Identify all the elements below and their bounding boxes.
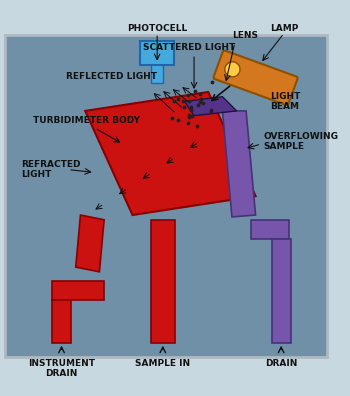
Polygon shape <box>184 97 237 116</box>
Text: REFRACTED
LIGHT: REFRACTED LIGHT <box>21 160 80 179</box>
Point <box>190 113 195 120</box>
Point <box>175 117 181 123</box>
Point <box>209 107 214 113</box>
Point <box>198 96 204 102</box>
Point <box>169 115 175 122</box>
Point <box>185 92 190 98</box>
FancyBboxPatch shape <box>5 35 327 357</box>
Text: SAMPLE IN: SAMPLE IN <box>135 359 190 368</box>
Text: LIGHT
BEAM: LIGHT BEAM <box>270 92 300 111</box>
Point <box>209 79 215 86</box>
Polygon shape <box>85 92 256 215</box>
Point <box>189 105 194 112</box>
Point <box>208 109 213 115</box>
Point <box>194 122 199 129</box>
Point <box>200 100 205 107</box>
Text: PHOTOCELL: PHOTOCELL <box>127 24 187 33</box>
Polygon shape <box>52 300 71 343</box>
Text: SCATTERED LIGHT: SCATTERED LIGHT <box>143 43 236 52</box>
Bar <box>140 41 174 65</box>
Circle shape <box>225 62 240 77</box>
Polygon shape <box>223 111 256 217</box>
Text: LENS: LENS <box>232 31 258 40</box>
Text: DRAIN: DRAIN <box>265 359 298 368</box>
Point <box>195 101 201 108</box>
Polygon shape <box>76 215 104 272</box>
Text: LAMP: LAMP <box>270 24 298 33</box>
Polygon shape <box>251 220 289 239</box>
Point <box>186 112 191 118</box>
Point <box>175 96 181 103</box>
Point <box>180 98 186 105</box>
Point <box>181 104 187 110</box>
Point <box>189 103 194 110</box>
Polygon shape <box>152 220 175 343</box>
Text: INSTRUMENT
DRAIN: INSTRUMENT DRAIN <box>28 359 95 378</box>
Point <box>197 91 203 97</box>
Point <box>197 99 203 105</box>
Point <box>186 98 191 104</box>
Point <box>189 107 194 113</box>
Text: OVERFLOWING
SAMPLE: OVERFLOWING SAMPLE <box>263 131 338 151</box>
Polygon shape <box>52 281 104 300</box>
Point <box>185 120 191 127</box>
Polygon shape <box>272 239 290 343</box>
Point <box>172 98 177 104</box>
Bar <box>152 64 163 82</box>
Text: REFLECTED LIGHT: REFLECTED LIGHT <box>66 72 157 81</box>
Text: TURBIDIMETER BODY: TURBIDIMETER BODY <box>33 116 140 125</box>
Point <box>186 114 191 120</box>
Point <box>192 88 198 95</box>
FancyBboxPatch shape <box>214 50 298 105</box>
